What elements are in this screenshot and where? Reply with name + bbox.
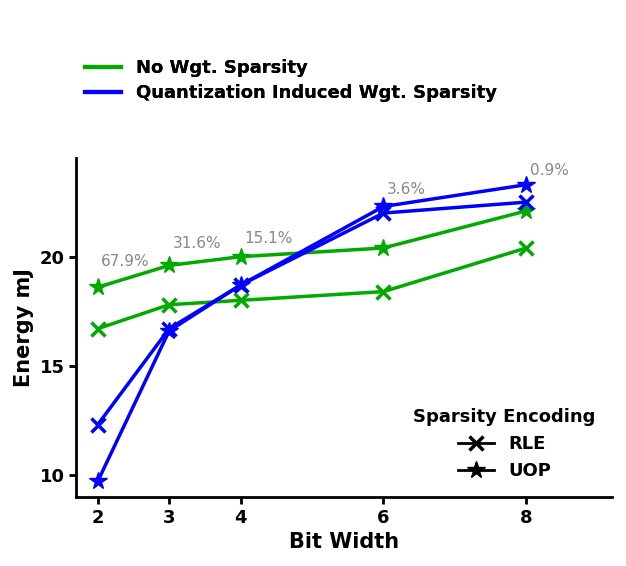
Text: 31.6%: 31.6% — [173, 236, 222, 251]
Legend: No Wgt. Sparsity, Quantization Induced Wgt. Sparsity: No Wgt. Sparsity, Quantization Induced W… — [85, 59, 497, 102]
Y-axis label: Energy mJ: Energy mJ — [14, 268, 34, 387]
Text: 3.6%: 3.6% — [387, 182, 426, 196]
Text: 0.9%: 0.9% — [530, 163, 569, 178]
Text: 15.1%: 15.1% — [244, 231, 292, 246]
X-axis label: Bit Width: Bit Width — [289, 532, 399, 552]
Text: 67.9%: 67.9% — [101, 254, 150, 269]
